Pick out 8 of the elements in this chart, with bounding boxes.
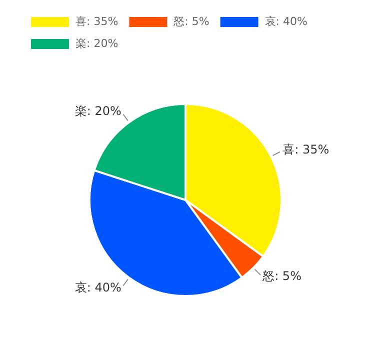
slice-label: 怒: 5% [262, 269, 302, 284]
legend-label: 哀: 40% [264, 14, 308, 28]
legend-label: 怒: 5% [172, 14, 210, 28]
legend-label: 喜: 35% [76, 14, 118, 28]
legend-label: 楽: 20% [76, 36, 118, 50]
slice-label: 哀: 40% [74, 280, 122, 294]
slice-label: 喜: 35% [282, 142, 330, 157]
slice-label: 楽: 20% [74, 104, 122, 118]
